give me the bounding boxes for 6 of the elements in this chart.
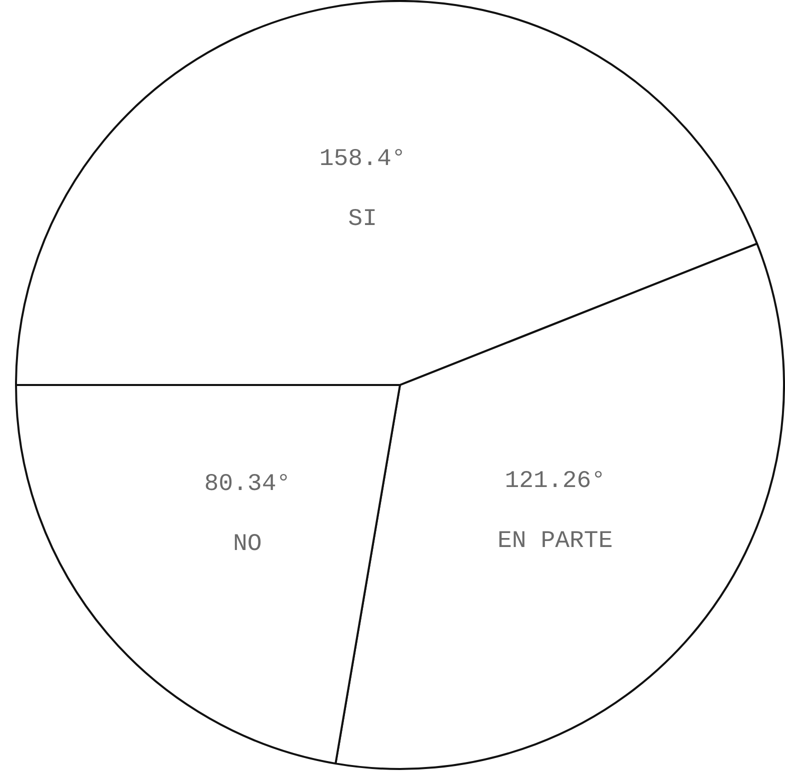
slice-label: EN PARTE: [498, 528, 613, 556]
slice-label: NO: [233, 531, 262, 558]
slice-label: SI: [348, 206, 377, 234]
data-label: 121.26°: [504, 468, 606, 496]
data-label: 158.4°: [319, 146, 406, 174]
data-label: 80.34°: [204, 471, 291, 498]
